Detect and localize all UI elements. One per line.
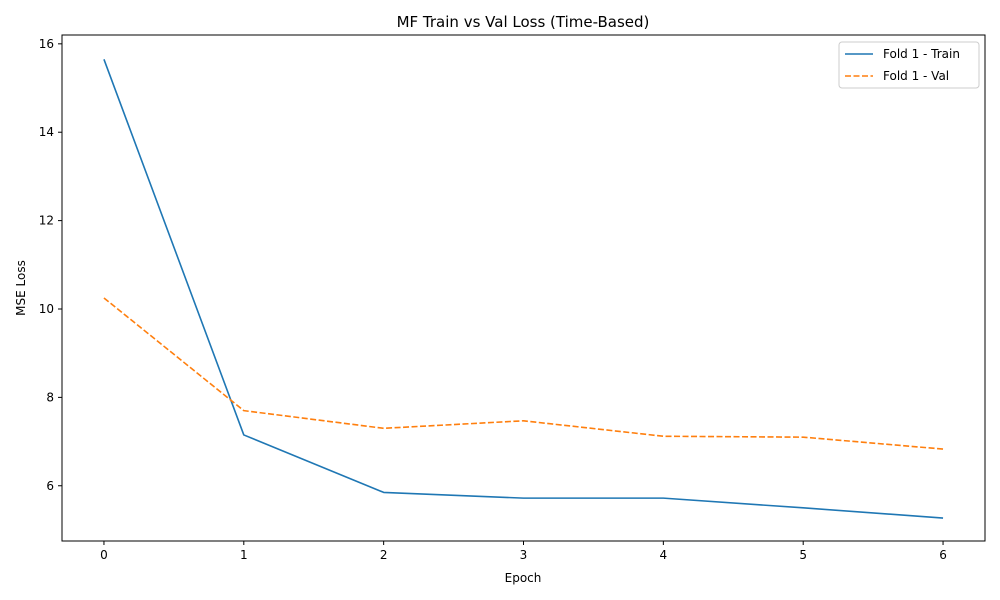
y-tick-label: 14 (39, 125, 54, 139)
series-line-val (103, 297, 944, 450)
series-line-train (103, 59, 944, 519)
y-tick-label: 16 (39, 37, 54, 51)
y-tick-label: 10 (39, 302, 54, 316)
y-tick-label: 6 (46, 479, 54, 493)
y-axis-label: MSE Loss (14, 260, 28, 316)
y-tick-label: 12 (39, 214, 54, 228)
legend-label: Fold 1 - Train (883, 47, 960, 61)
y-tick-label: 8 (46, 390, 54, 404)
x-tick-label: 0 (100, 548, 108, 562)
x-tick-label: 3 (520, 548, 528, 562)
chart-title: MF Train vs Val Loss (Time-Based) (397, 13, 650, 31)
x-tick-label: 5 (799, 548, 807, 562)
x-tick-label: 6 (939, 548, 947, 562)
legend-box (838, 41, 980, 89)
legend: Fold 1 - Train Fold 1 - Val (838, 41, 980, 89)
plot-area (103, 59, 944, 519)
x-tick-label: 4 (660, 548, 668, 562)
legend-label: Fold 1 - Val (883, 69, 949, 83)
x-axis-label: Epoch (505, 571, 542, 585)
x-tick-label: 1 (240, 548, 248, 562)
x-tick-label: 2 (380, 548, 388, 562)
